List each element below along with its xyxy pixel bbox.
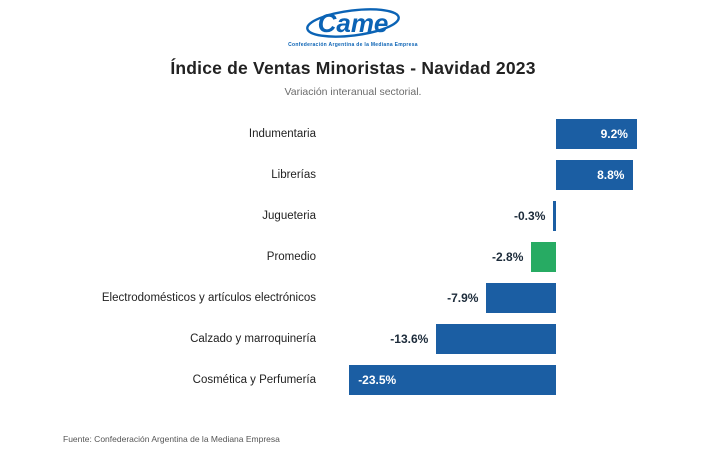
logo-wordmark: Came — [318, 8, 389, 38]
bar — [436, 323, 556, 354]
category-label: Promedio — [266, 250, 316, 263]
bar — [553, 200, 556, 231]
came-logo-icon: Came — [306, 8, 400, 38]
page-title: Índice de Ventas Minoristas - Navidad 20… — [170, 58, 536, 78]
chart-row: Librerías 8.8% — [0, 154, 706, 195]
category-label: Librerías — [271, 168, 316, 181]
chart-row: Indumentaria 9.2% — [0, 113, 706, 154]
value-label: 8.8% — [597, 167, 625, 182]
header: Came Confederación Argentina de la Media… — [0, 0, 706, 98]
value-label: -2.8% — [492, 249, 524, 264]
chart-row: Promedio -2.8% — [0, 236, 706, 277]
value-label: -0.3% — [514, 208, 546, 223]
chart-row: Electrodomésticos y artículos electrónic… — [0, 277, 706, 318]
logo-tagline: Confederación Argentina de la Mediana Em… — [288, 42, 418, 48]
chart-row: Calzado y marroquinería -13.6% — [0, 318, 706, 359]
bar: 8.8% — [556, 159, 634, 190]
came-logo: Came Confederación Argentina de la Media… — [0, 5, 706, 48]
category-label: Cosmética y Perfumería — [192, 373, 316, 386]
value-label: -13.6% — [390, 331, 429, 346]
plot-area: 9.2% — [330, 113, 706, 154]
category-label: Jugueteria — [262, 209, 316, 222]
plot-area: -13.6% — [330, 318, 706, 359]
category-label: Electrodomésticos y artículos electrónic… — [101, 291, 316, 304]
source-note: Fuente: Confederación Argentina de la Me… — [63, 434, 280, 444]
category-label: Calzado y marroquinería — [190, 332, 316, 345]
plot-area: -7.9% — [330, 277, 706, 318]
bar: -23.5% — [349, 364, 556, 395]
value-label: -7.9% — [447, 290, 479, 305]
bar-chart: Indumentaria 9.2% Librerías 8.8% Jugueteria -… — [0, 113, 706, 400]
bar — [486, 282, 556, 313]
category-label: Indumentaria — [248, 127, 316, 140]
plot-area: 8.8% — [330, 154, 706, 195]
bar: 9.2% — [556, 118, 637, 149]
bar — [531, 241, 556, 272]
page-subtitle: Variación interanual sectorial. — [284, 86, 422, 98]
chart-row: Cosmética y Perfumería -23.5% — [0, 359, 706, 400]
plot-area: -23.5% — [330, 359, 706, 400]
plot-area: -0.3% — [330, 195, 706, 236]
plot-area: -2.8% — [330, 236, 706, 277]
value-label: -23.5% — [358, 372, 397, 387]
chart-row: Jugueteria -0.3% — [0, 195, 706, 236]
value-label: 9.2% — [600, 126, 628, 141]
